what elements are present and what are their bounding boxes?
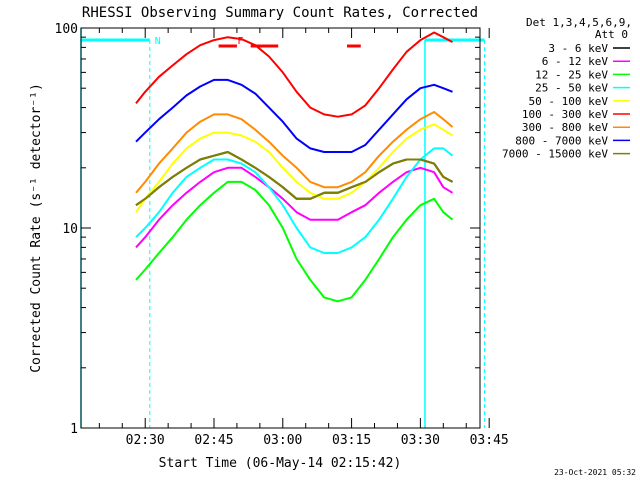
legend-header-line-2: Att 0 bbox=[595, 28, 628, 41]
legend-label: 6 - 12 keV bbox=[542, 55, 609, 68]
x-tick-label: 03:30 bbox=[401, 433, 440, 448]
series-line-100to300kev bbox=[135, 31, 453, 118]
axes-layer: 02:30 02:45 03:00 03:15 03:30 03:45 1 10 100 bbox=[55, 22, 509, 448]
series-layer bbox=[135, 31, 454, 303]
x-tick-label: 03:00 bbox=[263, 433, 302, 448]
x-tick-label: 03:45 bbox=[470, 433, 509, 448]
chart-title: RHESSI Observing Summary Count Rates, Co… bbox=[82, 5, 478, 21]
legend-label: 12 - 25 keV bbox=[535, 68, 608, 81]
series-line-25to50kev bbox=[135, 147, 454, 254]
series-line-12to25kev bbox=[135, 180, 454, 303]
series-line-800to7000kev bbox=[135, 78, 453, 153]
legend-label: 50 - 100 keV bbox=[529, 95, 609, 108]
x-axis-label: Start Time (06-May-14 02:15:42) bbox=[159, 456, 402, 471]
x-tick-label: 02:45 bbox=[194, 433, 233, 448]
legend-label: 300 - 800 keV bbox=[522, 121, 608, 134]
y-axis-label: Corrected Count Rate (s⁻¹ detector⁻¹) bbox=[29, 83, 44, 373]
series-line-6to12kev bbox=[135, 166, 454, 249]
flag-letter: N bbox=[155, 36, 161, 47]
footer-timestamp: 23-Oct-2021 05:32 bbox=[554, 468, 636, 477]
y-tick-label: 10 bbox=[62, 222, 78, 237]
legend-label: 7000 - 15000 keV bbox=[502, 148, 608, 161]
series-line-50to100kev bbox=[135, 123, 454, 213]
flag-letter: F bbox=[237, 36, 243, 47]
series-line-7000to15000kev bbox=[135, 151, 453, 207]
text-layer: RHESSI Observing Summary Count Rates, Co… bbox=[29, 5, 636, 477]
series-line-300to800kev bbox=[135, 111, 454, 194]
legend-label: 100 - 300 keV bbox=[522, 108, 608, 121]
legend-label: 25 - 50 keV bbox=[535, 82, 608, 95]
y-tick-label: 1 bbox=[70, 422, 78, 437]
x-tick-label: 03:15 bbox=[332, 433, 371, 448]
y-tick-label: 100 bbox=[55, 22, 78, 37]
x-tick-label: 02:30 bbox=[126, 433, 165, 448]
legend-label: 800 - 7000 keV bbox=[515, 134, 608, 147]
legend-label: 3 - 6 keV bbox=[548, 42, 608, 55]
legend-header-line-1: Det 1,3,4,5,6,9, bbox=[526, 16, 632, 29]
